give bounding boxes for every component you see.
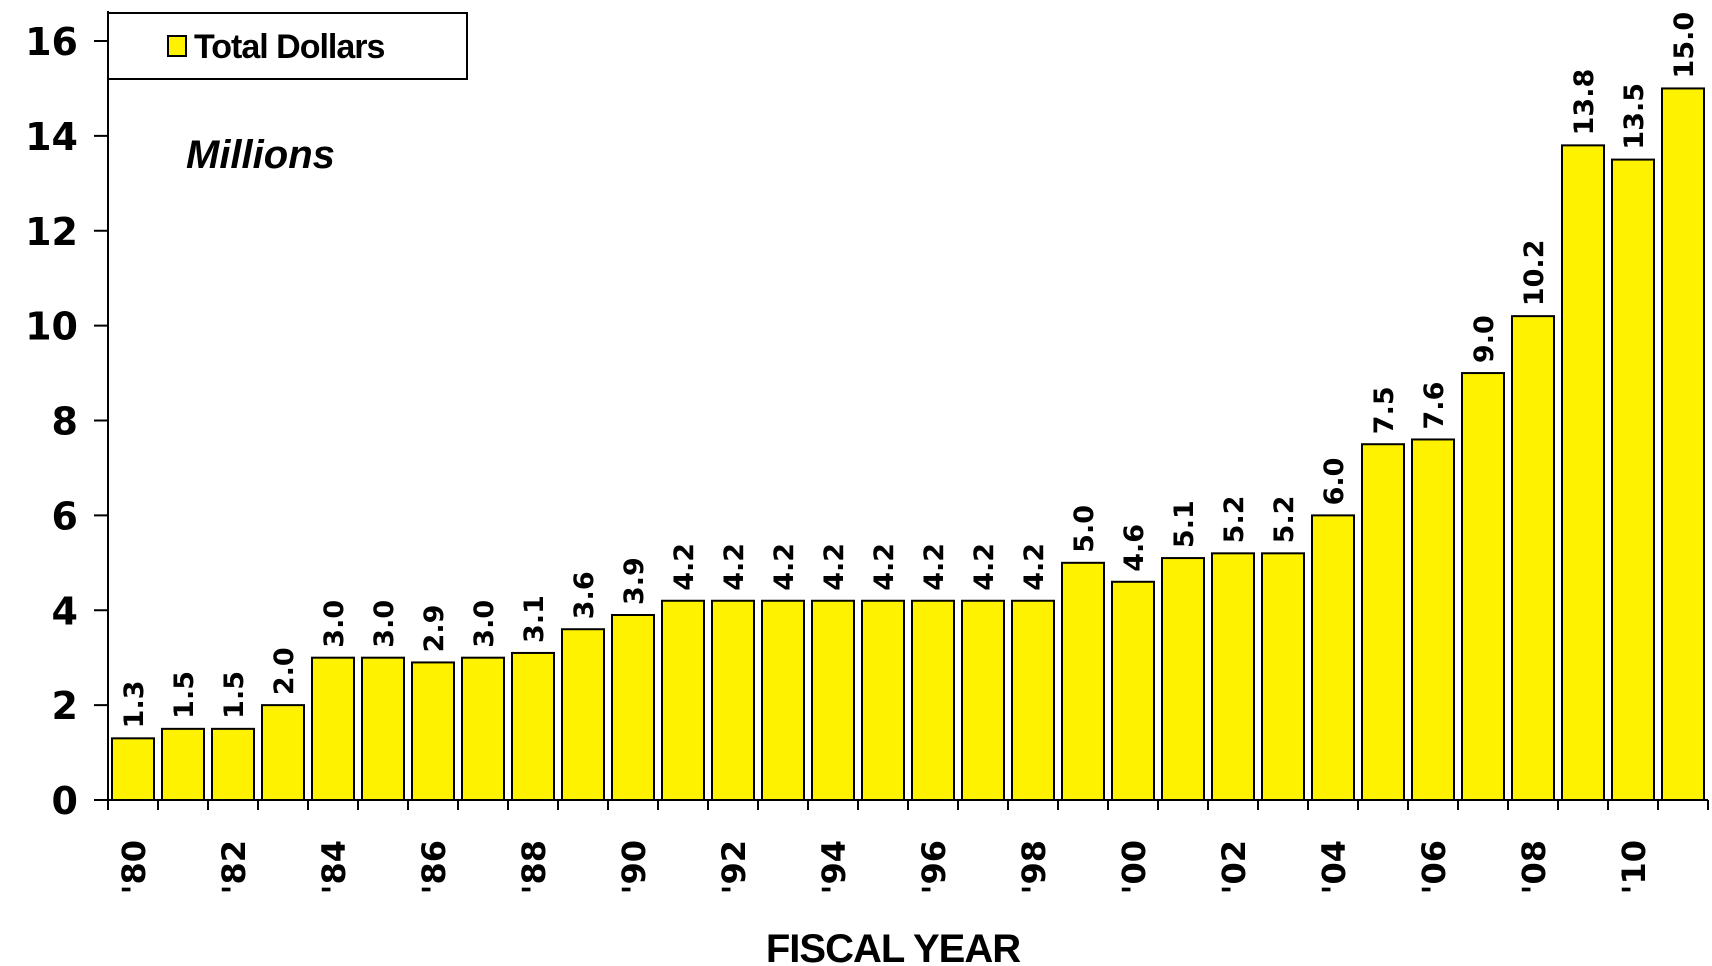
bar bbox=[211, 727, 255, 801]
value-label: 3.6 bbox=[569, 571, 600, 619]
value-label: 13.5 bbox=[1619, 83, 1650, 150]
bar bbox=[411, 661, 455, 802]
y-tick-label: 10 bbox=[25, 305, 78, 349]
value-label: 7.5 bbox=[1369, 386, 1400, 434]
value-label: 5.2 bbox=[1269, 495, 1300, 543]
legend-label: Total Dollars bbox=[194, 28, 384, 66]
bar bbox=[761, 599, 805, 802]
bar bbox=[361, 656, 405, 801]
bar bbox=[1061, 561, 1105, 801]
bar bbox=[1661, 87, 1705, 801]
x-tick-label: '86 bbox=[415, 840, 453, 894]
bar bbox=[861, 599, 905, 802]
bar bbox=[1261, 552, 1305, 802]
value-label: 7.6 bbox=[1419, 382, 1450, 430]
x-tick-label: '04 bbox=[1315, 840, 1353, 894]
bar bbox=[1561, 144, 1605, 802]
x-tick-label: '88 bbox=[515, 840, 553, 894]
bar bbox=[1311, 514, 1355, 801]
y-tick-label: 14 bbox=[25, 115, 78, 159]
y-tick-label: 16 bbox=[25, 20, 78, 64]
value-label: 15.0 bbox=[1669, 12, 1700, 79]
bar bbox=[611, 613, 655, 802]
bar bbox=[811, 599, 855, 802]
x-tick-label: '96 bbox=[915, 840, 953, 894]
bar bbox=[1611, 158, 1655, 801]
y-tick-label: 12 bbox=[25, 210, 78, 254]
x-tick-label: '02 bbox=[1215, 840, 1253, 894]
value-label: 4.2 bbox=[869, 543, 900, 591]
bar bbox=[111, 737, 155, 801]
value-label: 6.0 bbox=[1319, 458, 1350, 506]
x-tick-label: '84 bbox=[315, 840, 353, 894]
value-label: 3.0 bbox=[319, 600, 350, 648]
y-tick-label: 2 bbox=[52, 684, 78, 728]
x-tick-label: '10 bbox=[1615, 840, 1653, 894]
bar bbox=[561, 628, 605, 801]
value-label: 2.9 bbox=[419, 605, 450, 653]
y-tick-label: 0 bbox=[52, 779, 78, 823]
value-label: 13.8 bbox=[1569, 69, 1600, 136]
value-label: 3.1 bbox=[519, 595, 550, 643]
value-label: 10.2 bbox=[1519, 240, 1550, 307]
x-tick-label: '98 bbox=[1015, 840, 1053, 894]
value-label: 9.0 bbox=[1469, 315, 1500, 363]
bar bbox=[911, 599, 955, 802]
value-label: 4.2 bbox=[1019, 543, 1050, 591]
bar bbox=[261, 704, 305, 801]
bar bbox=[711, 599, 755, 802]
x-axis-label: FISCAL YEAR bbox=[766, 927, 1021, 966]
bar bbox=[1161, 557, 1205, 801]
value-label: 1.5 bbox=[169, 671, 200, 719]
legend-swatch bbox=[167, 35, 187, 57]
bar bbox=[1111, 580, 1155, 801]
value-label: 5.0 bbox=[1069, 505, 1100, 553]
value-label: 3.0 bbox=[469, 600, 500, 648]
value-label: 1.3 bbox=[119, 680, 150, 728]
y-tick-label: 6 bbox=[52, 494, 78, 538]
value-label: 3.9 bbox=[619, 557, 650, 605]
value-label: 4.2 bbox=[919, 543, 950, 591]
bar bbox=[1011, 599, 1055, 802]
x-tick-label: '90 bbox=[615, 840, 653, 894]
bar bbox=[161, 727, 205, 801]
y-axis-label: Millions bbox=[186, 133, 335, 177]
value-label: 5.2 bbox=[1219, 495, 1250, 543]
y-tick-label: 8 bbox=[52, 400, 78, 444]
x-tick-label: '08 bbox=[1515, 840, 1553, 894]
x-tick-label: '00 bbox=[1115, 840, 1153, 894]
value-label: 3.0 bbox=[369, 600, 400, 648]
value-label: 2.0 bbox=[269, 647, 300, 695]
bar bbox=[1461, 372, 1505, 801]
x-tick-label: '80 bbox=[115, 840, 153, 894]
value-label: 5.1 bbox=[1169, 500, 1200, 548]
x-tick-label: '06 bbox=[1415, 840, 1453, 894]
bar bbox=[1511, 315, 1555, 801]
bar bbox=[311, 656, 355, 801]
x-tick-label: '94 bbox=[815, 840, 853, 894]
bar bbox=[961, 599, 1005, 802]
bar bbox=[1411, 438, 1455, 801]
value-label: 1.5 bbox=[219, 671, 250, 719]
x-tick-label: '92 bbox=[715, 840, 753, 894]
value-label: 4.2 bbox=[769, 543, 800, 591]
value-label: 4.2 bbox=[969, 543, 1000, 591]
bar bbox=[1211, 552, 1255, 802]
y-tick-label: 4 bbox=[52, 589, 78, 633]
bar bbox=[1361, 443, 1405, 801]
bar bbox=[461, 656, 505, 801]
value-label: 4.2 bbox=[719, 543, 750, 591]
value-label: 4.2 bbox=[669, 543, 700, 591]
bar bbox=[661, 599, 705, 802]
bar bbox=[511, 651, 555, 801]
x-tick-label: '82 bbox=[215, 840, 253, 894]
value-label: 4.6 bbox=[1119, 524, 1150, 572]
value-label: 4.2 bbox=[819, 543, 850, 591]
